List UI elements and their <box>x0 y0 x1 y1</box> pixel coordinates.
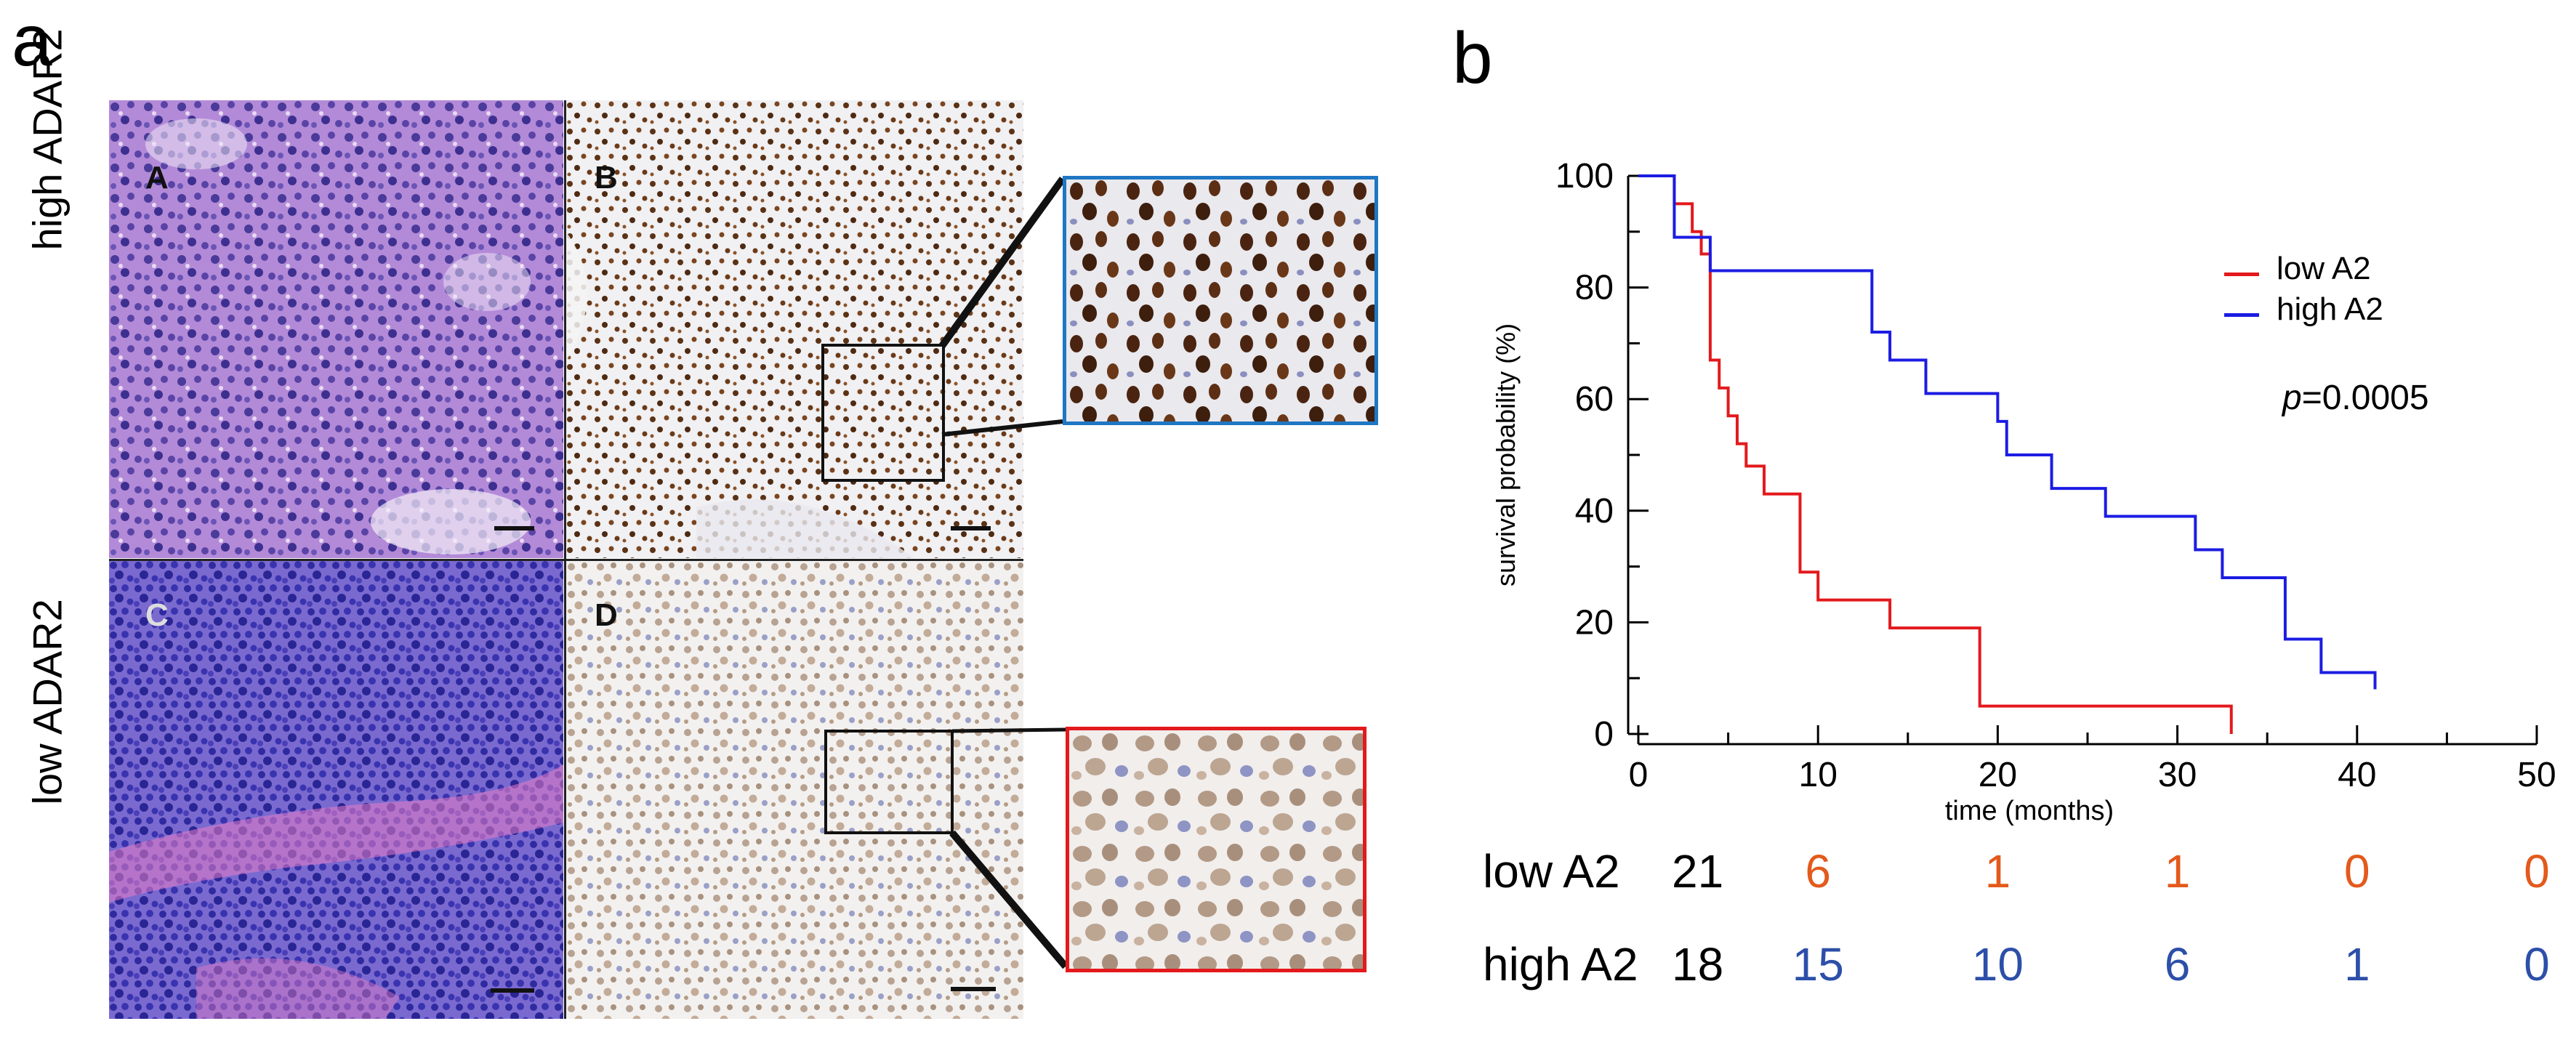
km-curve-low <box>1638 174 2233 734</box>
risk-count: 1 <box>1984 845 2011 897</box>
scale-bar-A <box>494 526 534 530</box>
p-value-annotation: p=0.0005 <box>2282 378 2429 418</box>
risk-row-initial-n: 18 <box>1672 938 1724 990</box>
legend-swatch-low <box>2224 273 2259 276</box>
x-tick-label: 50 <box>2517 756 2556 794</box>
y-tick-label: 20 <box>1575 603 1614 642</box>
legend-label-low: low A2 <box>2277 251 2371 286</box>
subpanel-letter-C: C <box>145 597 169 633</box>
micrograph-A: A <box>109 100 563 558</box>
risk-count: 1 <box>2344 938 2370 990</box>
subpanel-letter-A: A <box>145 160 169 195</box>
micrograph-C: C <box>109 561 563 1019</box>
risk-row-label: high A2 <box>1483 938 1638 990</box>
inset-low-adar2 <box>1066 727 1367 972</box>
p-value-text: =0.0005 <box>2301 379 2429 417</box>
inset-high-adar2 <box>1063 176 1378 425</box>
risk-row-initial-n: 21 <box>1672 845 1724 897</box>
ihc-tissue-image <box>565 100 1023 558</box>
zoom-region-box-D <box>824 730 954 834</box>
risk-count: 6 <box>2164 938 2191 990</box>
horizontal-divider <box>109 559 1023 561</box>
y-tick-label: 80 <box>1575 269 1614 307</box>
km-curve-high <box>1638 174 2377 690</box>
micrograph-D: D <box>565 561 1023 1019</box>
risk-count: 10 <box>1971 938 2024 990</box>
panel-a-letter: a <box>12 0 52 81</box>
x-tick-label: 0 <box>1629 756 1649 794</box>
kaplan-meier-chart: 0 10 20 30 40 50 0 20 40 60 80 100 time (months) surv… <box>1491 157 2556 826</box>
x-axis-label: time (months) <box>1945 796 2114 826</box>
y-tick-label: 60 <box>1575 380 1614 419</box>
scale-bar-B <box>951 526 991 530</box>
legend-swatch-high <box>2224 313 2259 317</box>
inset-nuclei-image <box>1066 179 1374 421</box>
p-symbol: p <box>2282 379 2302 417</box>
inset-cells-image <box>1069 730 1363 969</box>
risk-count: 15 <box>1792 938 1844 990</box>
zoom-region-box-B <box>821 344 945 482</box>
y-tick-label: 100 <box>1555 157 1614 195</box>
y-axis-label: survival probability (%) <box>1491 323 1521 586</box>
x-tick-label: 20 <box>1979 756 2017 794</box>
scale-bar-C <box>491 988 534 993</box>
risk-row-label: low A2 <box>1483 845 1620 897</box>
subpanel-letter-D: D <box>595 597 618 633</box>
risk-count: 0 <box>2524 845 2550 897</box>
subpanel-letter-B: B <box>595 160 618 195</box>
risk-count: 0 <box>2524 938 2550 990</box>
risk-count: 1 <box>2164 845 2191 897</box>
zoom-connector-lines <box>938 177 1068 969</box>
x-tick-label: 30 <box>2158 756 2197 794</box>
y-tick-label: 40 <box>1575 492 1614 530</box>
he-tissue-image <box>109 100 563 558</box>
panel-b-letter: b <box>1452 17 1493 99</box>
risk-count: 6 <box>1805 845 1831 897</box>
ihc-tissue-image <box>565 561 1023 1019</box>
legend-label-high: high A2 <box>2277 291 2383 327</box>
y-tick-label: 0 <box>1594 715 1614 754</box>
x-tick-label: 40 <box>2338 756 2376 794</box>
risk-count: 0 <box>2344 845 2370 897</box>
he-tissue-image <box>109 561 563 1019</box>
scale-bar-D <box>951 987 996 991</box>
micrograph-B: B <box>565 100 1023 558</box>
x-tick-label: 10 <box>1799 756 1838 794</box>
